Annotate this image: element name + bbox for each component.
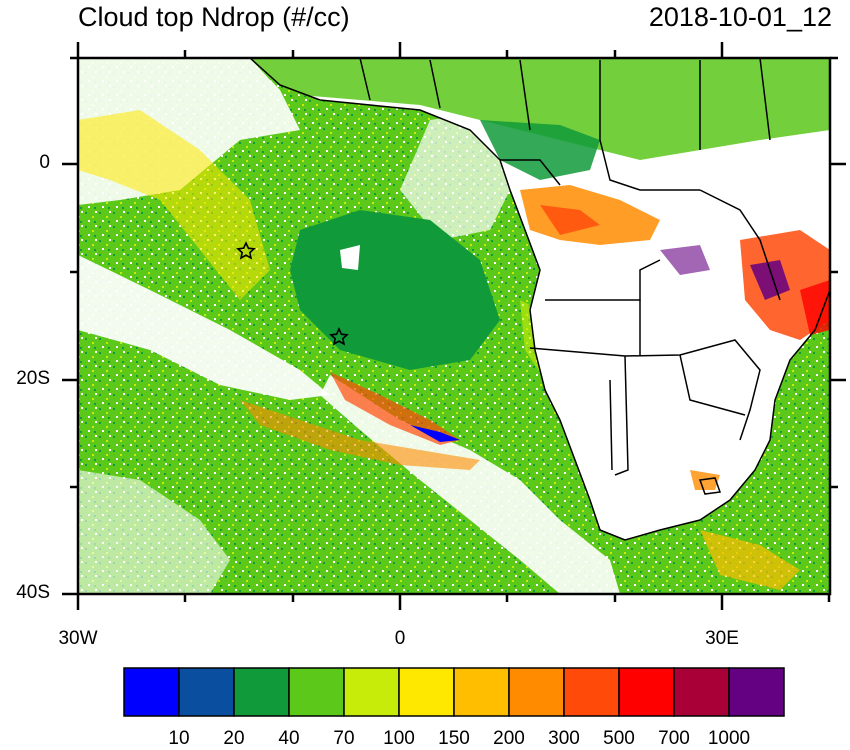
colorbar-swatch	[343, 667, 400, 717]
colorbar-label: 100	[383, 728, 415, 749]
colorbar-label: 150	[438, 728, 470, 749]
map-field	[78, 58, 830, 594]
colorbar-label: 10	[168, 728, 190, 749]
lat-label-20s: 20S	[16, 368, 50, 389]
colorbar-swatch	[618, 667, 675, 717]
colorbar-swatch	[288, 667, 345, 717]
colorbar-swatch	[123, 667, 180, 717]
lon-label-30e: 30E	[705, 628, 739, 649]
colorbar-label: 40	[278, 728, 300, 749]
map-datetime: 2018-10-01_12	[648, 2, 832, 32]
colorbar	[123, 667, 785, 717]
star-marker-1	[236, 241, 256, 260]
lon-label-0: 0	[394, 628, 406, 649]
plot-frame	[76, 56, 832, 596]
axis-ticks	[62, 42, 846, 610]
colorbar-label: 500	[603, 728, 635, 749]
colorbar-label: 1000	[707, 728, 751, 749]
colorbar-swatch	[673, 667, 730, 717]
country-borders	[249, 58, 830, 541]
colorbar-label: 700	[658, 728, 690, 749]
lat-label-0: 0	[39, 152, 50, 173]
colorbar-label: 300	[548, 728, 580, 749]
star-markers	[236, 241, 349, 346]
colorbar-swatch	[563, 667, 620, 717]
lon-label-30w: 30W	[58, 628, 98, 649]
colorbar-swatch	[508, 667, 565, 717]
star-marker-2	[329, 327, 349, 346]
colorbar-swatch	[178, 667, 235, 717]
lat-label-40s: 40S	[16, 582, 50, 603]
colorbar-label: 200	[493, 728, 525, 749]
colorbar-swatch	[398, 667, 455, 717]
colorbar-label: 70	[333, 728, 355, 749]
map-title: Cloud top Ndrop (#/cc)	[78, 2, 350, 32]
colorbar-label: 20	[223, 728, 245, 749]
colorbar-swatch	[233, 667, 290, 717]
colorbar-swatch	[453, 667, 510, 717]
colorbar-swatch	[728, 667, 785, 717]
